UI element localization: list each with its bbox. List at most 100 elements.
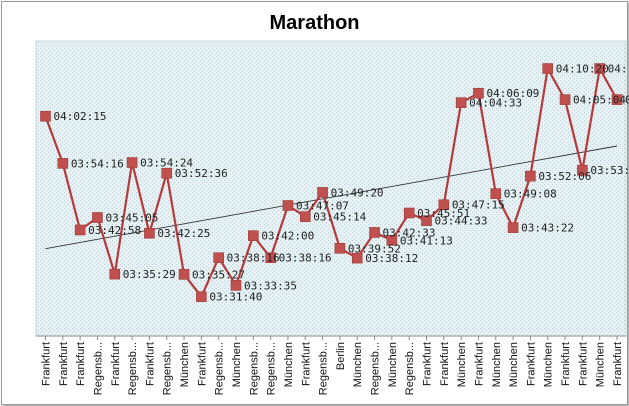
data-point [369,227,380,238]
data-point [351,252,363,264]
data-label: 03:42:58 [88,224,141,237]
data-point [282,200,294,211]
x-tick-label: München [543,342,555,387]
data-label: 03:42:33 [383,226,436,239]
x-tick-label: Frankfurt [577,342,589,386]
data-point [507,222,519,233]
data-label: 03:52:36 [175,167,228,180]
x-tick-label: Regensb... [318,342,330,395]
data-point [92,212,103,223]
data-label: 03:49:20 [331,186,384,199]
data-label: 03:45:05 [105,212,158,225]
x-tick-label: Regensb... [92,342,104,395]
data-label: 03:42:25 [157,227,210,240]
x-tick-label: Frankfurt [58,342,70,386]
x-tick-label: München [231,342,243,387]
data-point [161,167,173,179]
data-point [178,269,190,280]
data-label: 03:35:27 [192,268,245,281]
data-point [317,187,328,198]
data-label: 03:33:35 [244,279,297,292]
data-point [525,170,536,182]
x-tick-label: Frankfurt [612,342,624,386]
data-point [265,252,276,264]
data-label: 03:42:00 [261,230,314,243]
x-tick-label: Frankfurt [75,342,87,386]
data-point [611,94,623,105]
x-tick-label: Regensb... [127,342,139,395]
data-point [559,94,571,105]
data-label: 03:44:33 [435,215,488,228]
data-label: 03:54:24 [140,157,193,170]
x-tick-label: München [179,342,191,387]
x-tick-label: Regensb... [370,342,382,395]
data-point [594,63,605,74]
x-tick-label: Berlin [335,342,347,370]
data-point [299,211,311,222]
x-tick-label: München [595,342,607,387]
data-label: 04:10:20 [556,63,609,76]
data-label: 03:38:16 [279,252,332,265]
x-tick-label: Frankfurt [422,342,434,386]
x-tick-label: Regensb... [214,342,226,395]
data-label: 03:54:16 [71,157,124,170]
data-label: 04:05:04 [625,94,629,107]
x-tick-label: München [387,342,399,387]
x-tick-label: Frankfurt [144,342,156,386]
x-tick-label: Frankfurt [439,342,451,386]
data-point [74,224,86,236]
data-label: 03:47:15 [452,199,505,212]
x-tick-label: Frankfurt [110,342,122,386]
x-tick-label: München [352,342,364,387]
x-tick-label: Frankfurt [196,342,208,386]
data-point [126,157,138,168]
data-label: 03:38:16 [227,252,280,265]
x-tick-label: Frankfurt [41,342,53,386]
data-point [403,207,415,219]
x-tick-label: Frankfurt [560,342,572,386]
chart-title: Marathon [269,12,360,34]
data-label: 03:43:22 [521,222,574,235]
data-label: 04:05:04 [573,94,626,107]
data-point [213,252,224,264]
data-label: 03:47:07 [296,200,349,213]
data-label: 03:45:14 [313,211,366,224]
data-point [542,63,554,74]
x-tick-label: Regensb... [248,342,260,395]
data-label: 03:53:06 [590,164,629,177]
data-label: 03:41:13 [400,234,453,247]
data-point [57,158,69,169]
data-point [144,227,155,239]
trendline [45,145,618,250]
data-label: 04:02:15 [54,110,107,123]
data-point [248,230,259,241]
x-tick-label: Regensb... [404,342,416,395]
data-label: 03:35:29 [123,268,176,281]
series-line [44,67,618,298]
x-tick-label: München [491,342,503,387]
data-point [438,199,450,211]
data-point [473,87,484,99]
x-tick-label: Frankfurt [300,342,312,386]
data-point [421,215,432,226]
x-tick-label: Frankfurt [473,342,485,386]
data-point [334,242,346,254]
data-point [490,188,502,199]
x-tick-label: München [508,342,520,387]
data-label: 03:45:51 [417,207,470,220]
data-label: 03:39:52 [348,242,401,255]
data-point [109,268,121,280]
data-point [40,110,51,122]
x-tick-label: München [283,342,295,387]
x-tick-label: Frankfurt [525,342,537,386]
data-label: 04:10:20 [608,63,629,76]
data-point [577,164,588,176]
x-tick-label: München [456,342,468,387]
data-point [230,280,242,291]
plot-area [35,40,627,337]
data-point [386,235,398,246]
data-label: 03:31:40 [209,291,262,304]
data-point [196,291,207,302]
data-label: 03:52:06 [538,170,591,183]
data-label: 03:38:12 [365,252,418,265]
